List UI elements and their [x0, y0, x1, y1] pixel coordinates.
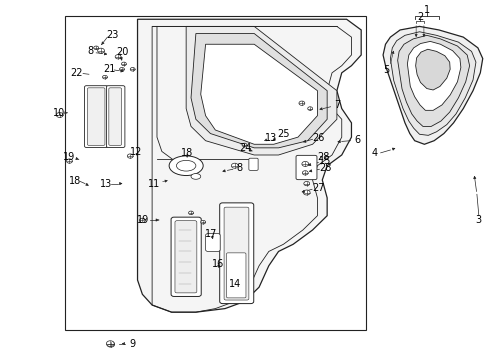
- FancyBboxPatch shape: [175, 221, 197, 293]
- FancyBboxPatch shape: [106, 86, 124, 148]
- Circle shape: [106, 341, 114, 346]
- Text: 25: 25: [277, 129, 289, 139]
- Circle shape: [302, 171, 307, 175]
- Circle shape: [94, 46, 99, 50]
- Text: 21: 21: [103, 64, 116, 74]
- Circle shape: [303, 181, 309, 186]
- Text: 8: 8: [87, 46, 93, 57]
- Text: 6: 6: [353, 135, 360, 145]
- Text: 14: 14: [228, 279, 241, 289]
- Text: 7: 7: [333, 100, 339, 110]
- Text: 8: 8: [236, 163, 242, 173]
- Circle shape: [115, 55, 121, 59]
- Circle shape: [121, 62, 126, 66]
- FancyBboxPatch shape: [219, 203, 253, 303]
- Text: 19: 19: [137, 215, 149, 225]
- FancyBboxPatch shape: [171, 217, 201, 296]
- Text: 15: 15: [318, 156, 330, 166]
- Text: 22: 22: [70, 68, 83, 78]
- Polygon shape: [389, 32, 475, 135]
- Circle shape: [66, 159, 72, 163]
- Ellipse shape: [169, 156, 203, 176]
- Circle shape: [307, 107, 312, 111]
- Bar: [64, 16, 366, 330]
- Text: 12: 12: [130, 147, 142, 157]
- Text: 27: 27: [311, 183, 324, 193]
- Circle shape: [188, 211, 193, 215]
- Text: 26: 26: [312, 133, 325, 143]
- Ellipse shape: [191, 174, 201, 179]
- Text: 5: 5: [382, 65, 388, 75]
- Circle shape: [201, 220, 205, 224]
- Text: 18: 18: [69, 176, 81, 186]
- Circle shape: [231, 163, 238, 168]
- Text: 18: 18: [181, 148, 193, 158]
- FancyBboxPatch shape: [226, 253, 245, 298]
- Polygon shape: [201, 44, 317, 144]
- Circle shape: [301, 161, 308, 166]
- Polygon shape: [397, 35, 468, 126]
- FancyBboxPatch shape: [295, 156, 316, 180]
- FancyBboxPatch shape: [109, 88, 121, 145]
- Polygon shape: [137, 19, 361, 312]
- Text: 3: 3: [475, 215, 481, 225]
- Polygon shape: [191, 33, 326, 148]
- FancyBboxPatch shape: [87, 88, 105, 145]
- FancyBboxPatch shape: [205, 234, 220, 251]
- Circle shape: [98, 48, 104, 53]
- Text: 23: 23: [106, 30, 118, 40]
- Text: 24: 24: [239, 143, 251, 153]
- Text: 19: 19: [63, 152, 76, 162]
- Circle shape: [130, 67, 135, 71]
- Text: 1: 1: [423, 5, 429, 15]
- Circle shape: [127, 154, 133, 158]
- Circle shape: [303, 190, 309, 195]
- Circle shape: [139, 218, 145, 222]
- Ellipse shape: [176, 160, 196, 171]
- Circle shape: [242, 143, 246, 147]
- Text: 28: 28: [317, 153, 329, 162]
- FancyBboxPatch shape: [248, 158, 258, 170]
- Text: 13: 13: [100, 179, 112, 189]
- Polygon shape: [407, 41, 460, 111]
- Text: 13: 13: [264, 133, 277, 143]
- Polygon shape: [382, 26, 482, 144]
- Text: 2: 2: [416, 12, 422, 22]
- Circle shape: [107, 342, 115, 347]
- FancyBboxPatch shape: [84, 86, 108, 148]
- Polygon shape: [186, 26, 336, 155]
- Circle shape: [56, 112, 63, 117]
- Circle shape: [298, 101, 304, 105]
- Text: 16: 16: [211, 258, 224, 269]
- Text: 17: 17: [205, 229, 217, 239]
- Circle shape: [102, 75, 107, 79]
- Text: 4: 4: [371, 148, 377, 158]
- Text: 28: 28: [319, 163, 331, 173]
- Text: 11: 11: [148, 179, 161, 189]
- Text: 20: 20: [116, 47, 128, 57]
- Polygon shape: [415, 49, 449, 90]
- Circle shape: [119, 67, 124, 71]
- Text: 10: 10: [53, 108, 65, 118]
- Text: 9: 9: [129, 339, 136, 348]
- FancyBboxPatch shape: [224, 207, 248, 300]
